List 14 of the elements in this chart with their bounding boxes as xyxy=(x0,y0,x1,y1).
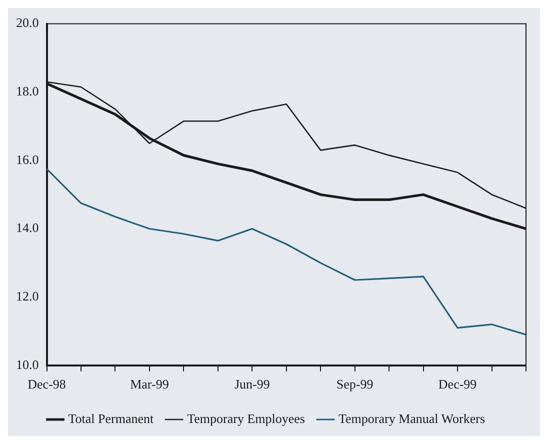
legend-label: Total Permanent xyxy=(68,410,154,426)
legend-label: Temporary Employees xyxy=(187,410,305,426)
x-tick-label: Dec-98 xyxy=(28,376,66,392)
y-tick-label: 20.0 xyxy=(16,15,39,30)
legend-label: Temporary Manual Workers xyxy=(338,410,486,426)
y-tick-label: 18.0 xyxy=(16,84,39,99)
x-tick-label: Dec-99 xyxy=(438,376,477,392)
y-tick-label: 14.0 xyxy=(16,220,39,236)
x-tick-label: Mar-99 xyxy=(130,376,169,392)
y-tick-label: 12.0 xyxy=(16,288,39,304)
x-tick-label: Sep-99 xyxy=(336,376,374,392)
y-tick-label: 16.0 xyxy=(16,152,39,167)
x-tick-label: Jun-99 xyxy=(234,376,270,392)
y-tick-label: 10.0 xyxy=(16,356,39,372)
